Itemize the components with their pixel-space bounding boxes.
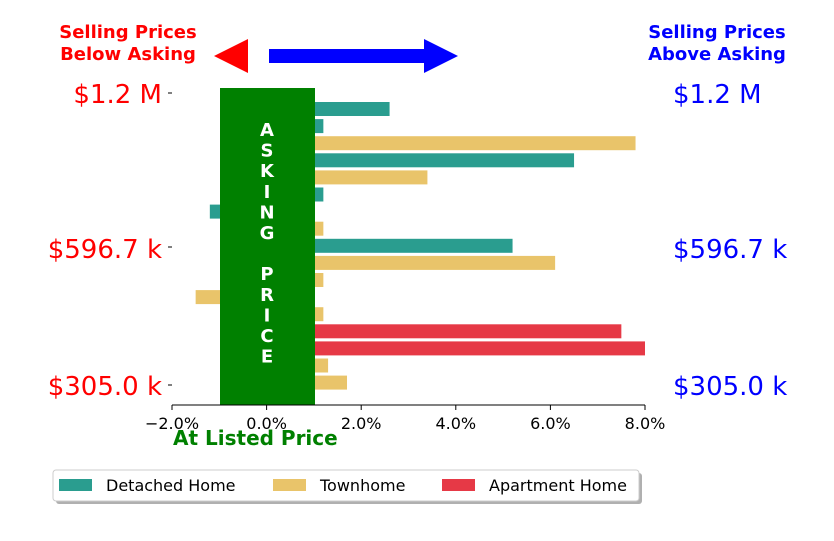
legend-label-apartment-home: Apartment Home	[489, 476, 627, 495]
below-asking-title-line1: Selling Prices	[59, 22, 196, 43]
banner-letter-4: N	[259, 202, 274, 223]
y-label-right-top: $1.2 M	[673, 80, 762, 110]
x-tick-label-1: 0.0%	[246, 414, 287, 433]
x-tick-label-5: 8.0%	[625, 414, 666, 433]
above-asking-title-line2: Above Asking	[648, 44, 786, 65]
banner-letter-2: K	[260, 161, 275, 182]
banner-letter-5: G	[260, 223, 275, 244]
x-tick-label-2: 2.0%	[341, 414, 382, 433]
y-label-left-middle: $596.7 k	[48, 235, 162, 265]
bar-9	[266, 255, 556, 270]
banner-letter-8: R	[260, 285, 274, 306]
legend-swatch-apartment-home	[442, 479, 475, 491]
above-asking-title-line1: Selling Prices	[648, 22, 785, 43]
below-asking-title-line2: Below Asking	[60, 44, 196, 65]
banner-letter-7: P	[260, 264, 273, 285]
y-label-left-bottom: $305.0 k	[48, 372, 162, 402]
right-arrow-icon	[269, 39, 458, 73]
legend: Detached Home Townhome Apartment Home	[52, 469, 642, 504]
bar-2	[266, 136, 636, 151]
x-ticks-group: −2.0% 0.0% 2.0% 4.0% 6.0% 8.0%	[145, 405, 665, 433]
y-label-right-middle: $596.7 k	[673, 235, 787, 265]
legend-swatch-townhome	[273, 479, 306, 491]
bar-13	[266, 324, 622, 339]
y-label-right-bottom: $305.0 k	[673, 372, 787, 402]
x-tick-label-3: 4.0%	[435, 414, 476, 433]
left-arrow-icon	[214, 39, 248, 73]
banner-letter-1: S	[261, 141, 274, 162]
banner-letter-11: E	[261, 347, 273, 368]
banner-letter-10: C	[260, 326, 273, 347]
x-tick-label-0: −2.0%	[145, 414, 199, 433]
legend-label-detached-home: Detached Home	[106, 476, 236, 495]
asking-price-banner	[220, 88, 315, 405]
banner-letter-0: A	[260, 120, 274, 141]
y-label-left-top: $1.2 M	[73, 80, 162, 110]
legend-box	[52, 469, 640, 502]
bar-3	[266, 153, 575, 168]
x-tick-label-4: 6.0%	[530, 414, 571, 433]
legend-label-townhome: Townhome	[319, 476, 405, 495]
bar-14	[266, 341, 645, 356]
banner-letter-3: I	[264, 182, 271, 203]
bar-8	[266, 238, 513, 253]
at-listed-price-label: At Listed Price	[173, 426, 338, 450]
legend-swatch-detached-home	[59, 479, 92, 491]
banner-letter-9: I	[264, 305, 271, 326]
